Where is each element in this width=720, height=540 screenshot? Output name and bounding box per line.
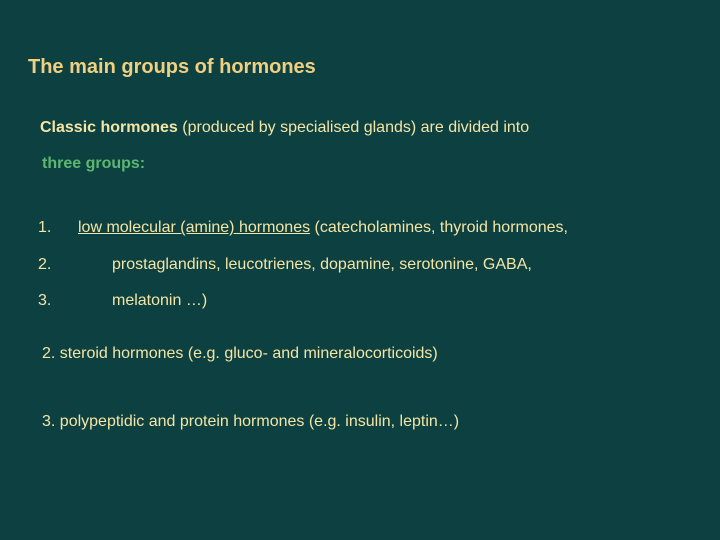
- list-text-1: low molecular (amine) hormones (catechol…: [78, 217, 692, 239]
- list-number: 2.: [28, 256, 78, 274]
- slide: The main groups of hormones Classic horm…: [0, 0, 720, 540]
- slide-title: The main groups of hormones: [28, 56, 692, 79]
- list-1-rest: (catecholamines, thyroid hormones,: [310, 219, 568, 236]
- three-groups-label: three groups:: [42, 155, 692, 173]
- list-row-1: 1. low molecular (amine) hormones (catec…: [28, 217, 692, 239]
- list-number: 1.: [28, 219, 78, 237]
- intro-rest: (produced by specialised glands) are div…: [178, 119, 529, 136]
- section-2: 2. steroid hormones (e.g. gluco- and min…: [42, 343, 692, 365]
- list-row-3: 3. melatonin …): [28, 290, 692, 312]
- list-text-2: prostaglandins, leucotrienes, dopamine, …: [78, 254, 692, 276]
- list-text-3: melatonin …): [78, 290, 692, 312]
- intro-bold: Classic hormones: [40, 119, 178, 136]
- list-1-underlined: low molecular (amine) hormones: [78, 219, 310, 236]
- section-3: 3. polypeptidic and protein hormones (e.…: [42, 411, 692, 433]
- list-row-2: 2. prostaglandins, leucotrienes, dopamin…: [28, 254, 692, 276]
- intro-line: Classic hormones (produced by specialise…: [40, 117, 692, 139]
- list-number: 3.: [28, 292, 78, 310]
